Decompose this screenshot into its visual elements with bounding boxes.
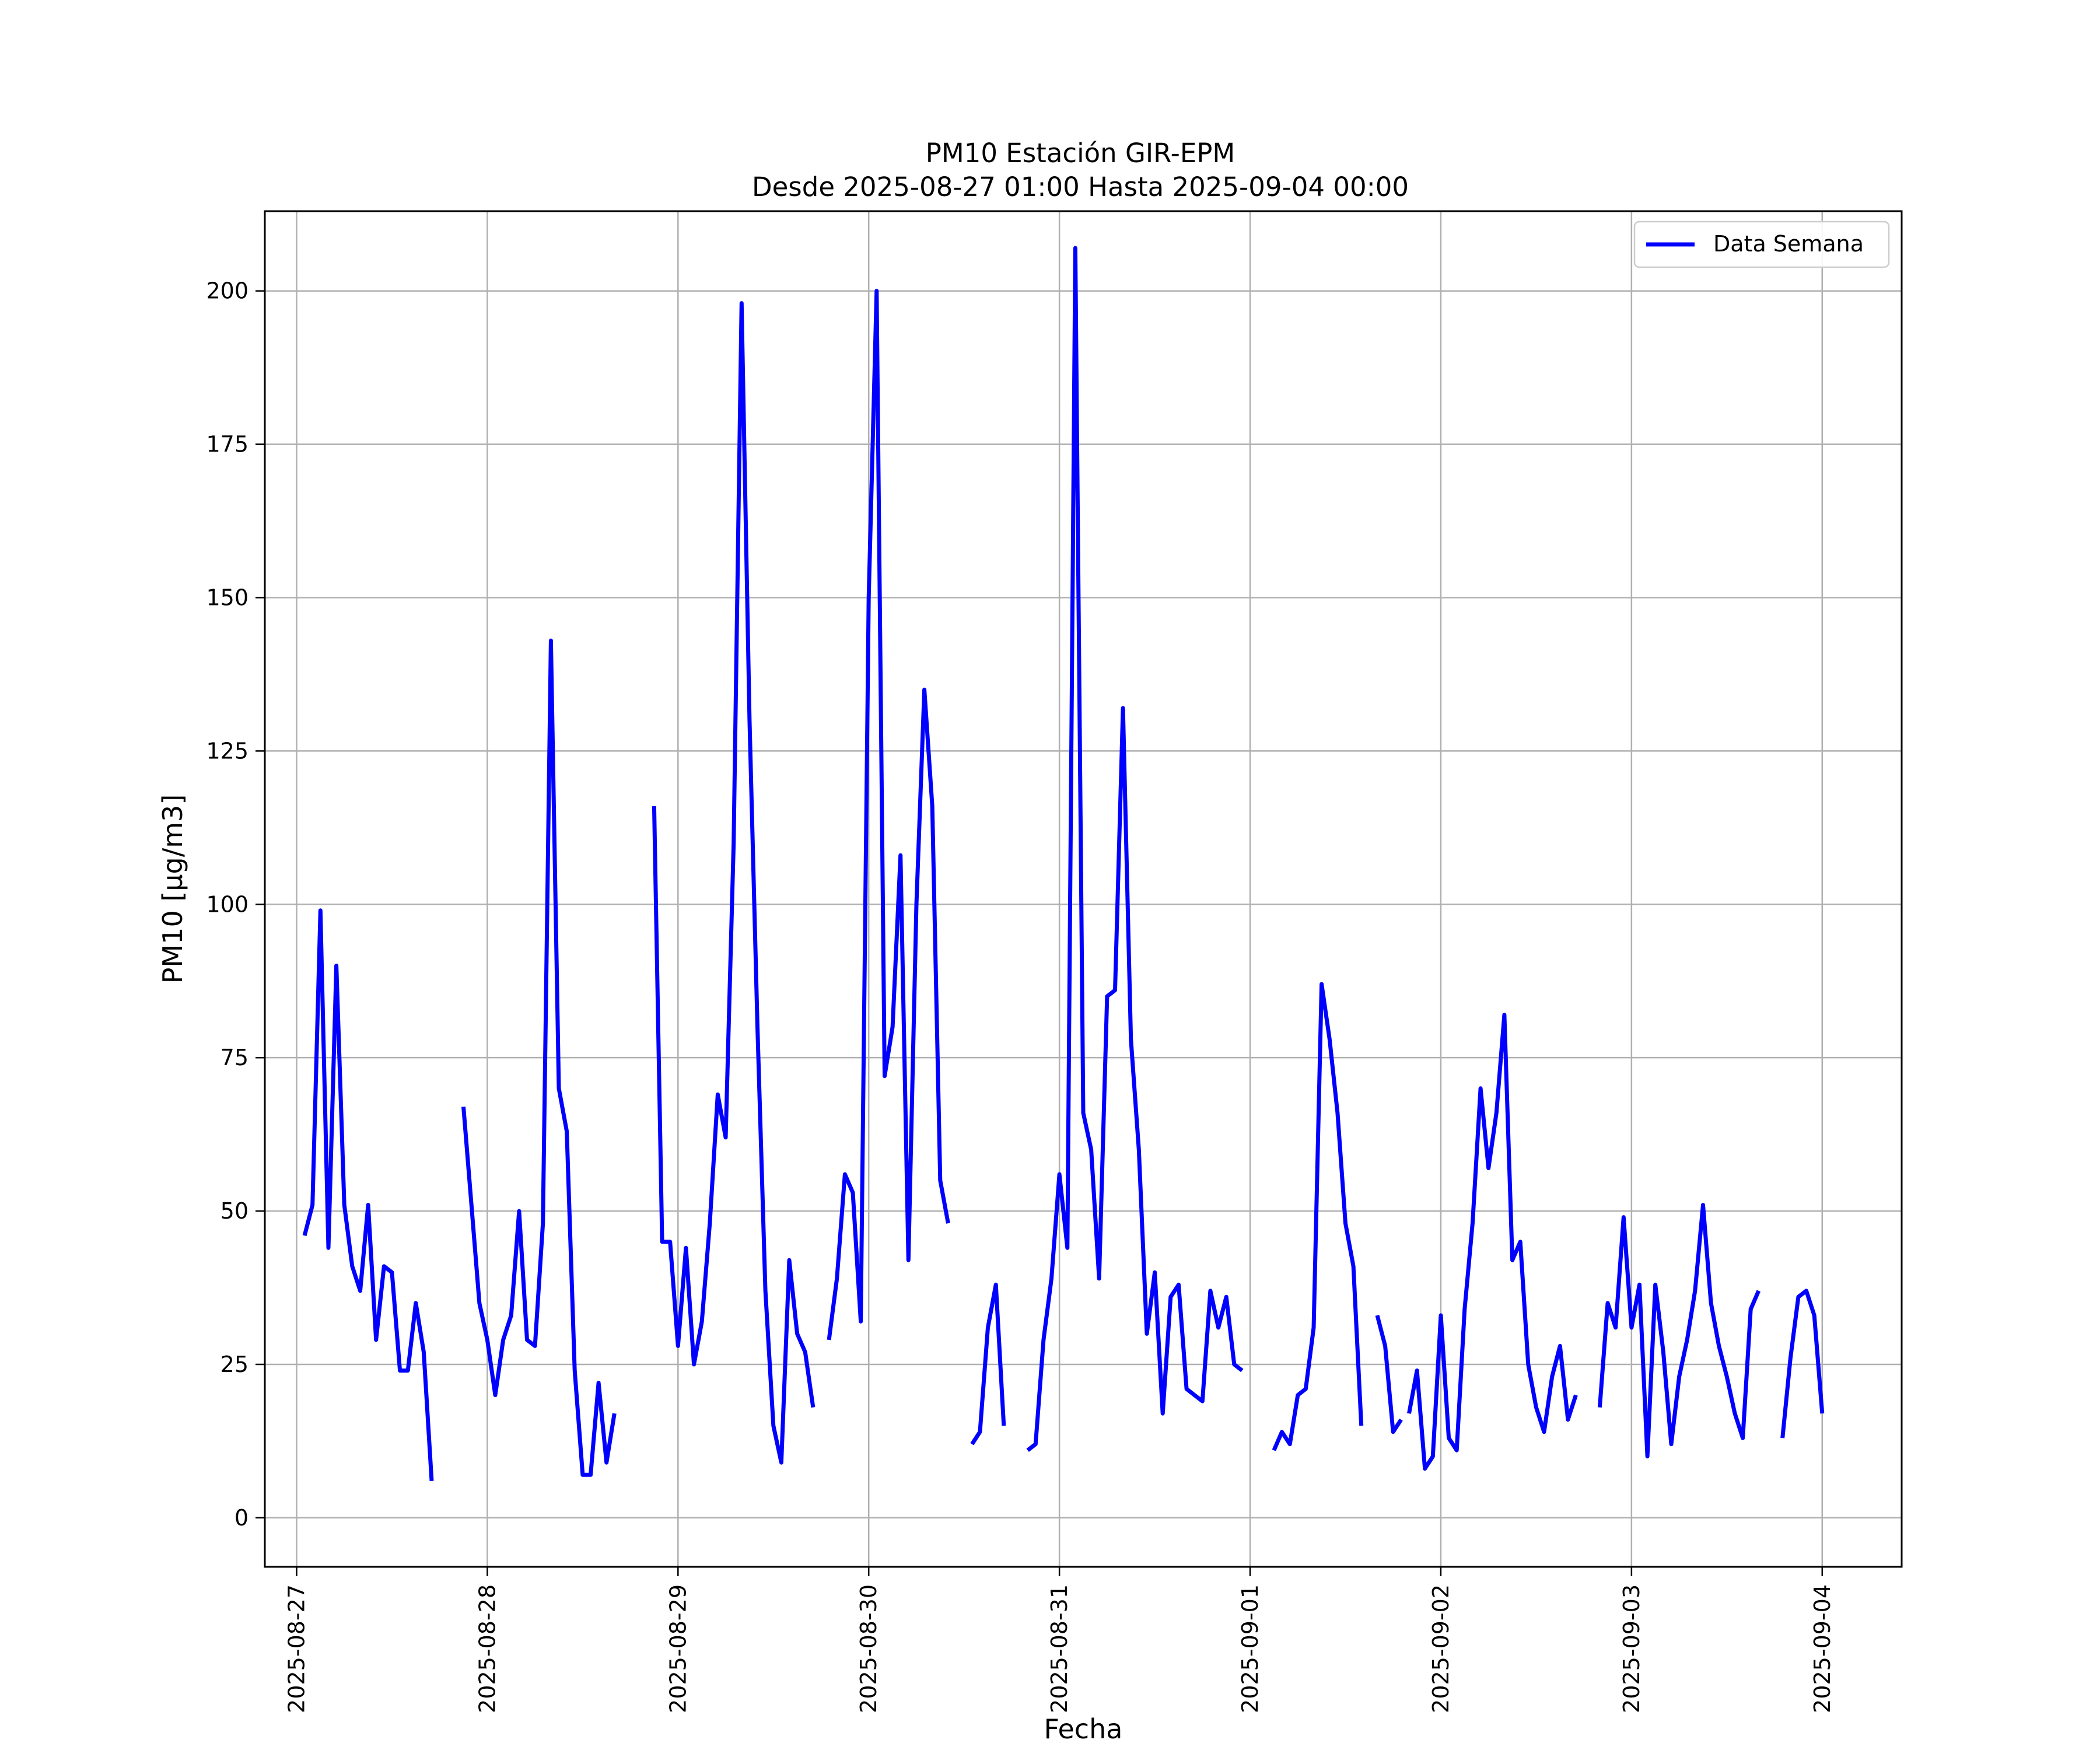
series-line-segment [652, 301, 816, 1465]
chart-title: PM10 Estación GIR-EPM [926, 138, 1235, 169]
y-tick-label: 0 [235, 1505, 249, 1531]
x-tick-label: 2025-08-30 [856, 1584, 881, 1713]
series-line-segment [1272, 982, 1364, 1451]
legend: Data Semana [1633, 220, 1890, 268]
x-tick-label: 2025-09-01 [1237, 1584, 1263, 1713]
series-line-segment [302, 908, 434, 1482]
series-line-segment [827, 289, 950, 1340]
series-line-segment [1780, 1289, 1825, 1438]
y-tick-label: 125 [206, 738, 249, 764]
chart-subtitle: Desde 2025-08-27 01:00 Hasta 2025-09-04 … [752, 172, 1409, 202]
y-tick-label: 175 [206, 432, 249, 457]
y-tick-label: 50 [220, 1198, 249, 1224]
x-tick-label: 2025-08-27 [284, 1584, 309, 1713]
legend-entry: Data Semana [1713, 231, 1864, 257]
x-axis-label: Fecha [1044, 1713, 1123, 1745]
x-tick-label: 2025-08-28 [474, 1584, 500, 1713]
ticks: 2025-08-27 2025-08-28 2025-08-29 2025-08-30… [206, 278, 1835, 1713]
x-tick-label: 2025-08-31 [1046, 1584, 1072, 1713]
x-tick-label: 2025-09-03 [1619, 1584, 1644, 1713]
x-tick-label: 2025-09-02 [1428, 1584, 1454, 1713]
series-line-segment [461, 638, 617, 1477]
plot-frame [264, 210, 1903, 1568]
y-tick-label: 100 [206, 891, 249, 917]
y-tick-label: 150 [206, 584, 249, 610]
y-axis-label: PM10 [μg/m3] [157, 794, 188, 984]
series-line-segment [970, 1282, 1006, 1446]
x-tick-label: 2025-09-04 [1810, 1584, 1835, 1713]
y-tick-label: 200 [206, 278, 249, 304]
series-line-segment [1375, 1315, 1403, 1434]
series-line-segment [1597, 1203, 1761, 1459]
data-lines [302, 246, 1825, 1482]
grid [265, 211, 1902, 1567]
series-line-segment [1026, 246, 1244, 1452]
y-tick-label: 75 [220, 1045, 249, 1070]
legend-box [1633, 220, 1890, 268]
x-tick-label: 2025-08-29 [665, 1584, 691, 1713]
series-line-segment [1407, 1013, 1578, 1471]
y-tick-label: 25 [220, 1352, 249, 1377]
